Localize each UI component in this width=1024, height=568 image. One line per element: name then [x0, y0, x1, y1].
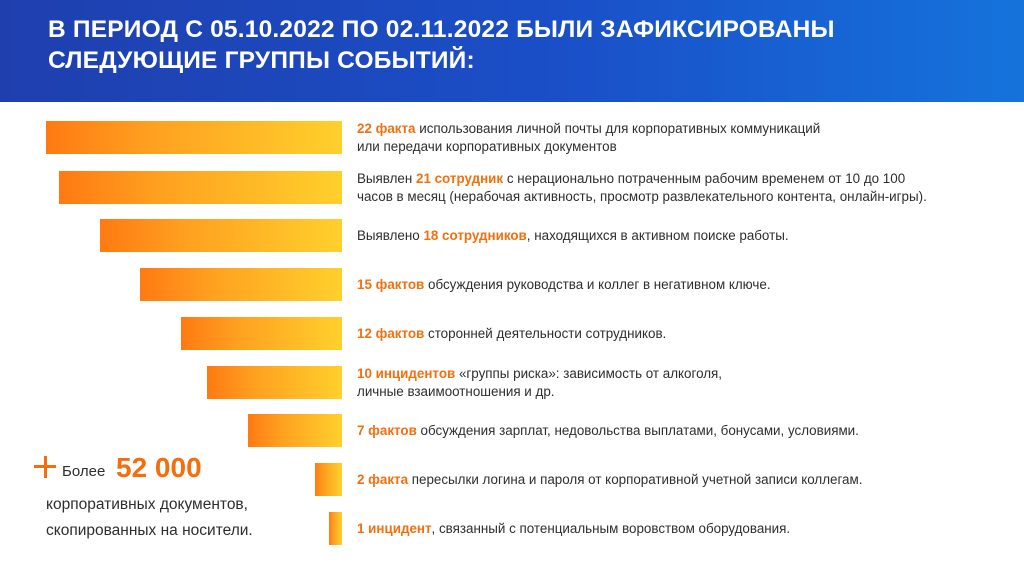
bar [329, 512, 342, 545]
note-text: корпоративных документов, скопированных … [46, 496, 253, 539]
bar-label-line-1: 22 факта использования личной почты для … [357, 120, 821, 136]
bar-label: 7 фактов обсуждения зарплат, недовольств… [357, 422, 1007, 440]
bar-label-highlight: 12 фактов [357, 325, 425, 341]
bar [207, 366, 342, 399]
bar [46, 121, 342, 154]
header-banner: В ПЕРИОД С 05.10.2022 ПО 02.11.2022 БЫЛИ… [0, 0, 1024, 102]
bar-label-line-2: или передачи корпоративных документов [357, 138, 617, 154]
page-title: В ПЕРИОД С 05.10.2022 ПО 02.11.2022 БЫЛИ… [48, 14, 988, 76]
bar-label-line-2: личные взаимоотношения и др. [357, 383, 555, 399]
page-title-line-1: В ПЕРИОД С 05.10.2022 ПО 02.11.2022 БЫЛИ… [48, 16, 835, 43]
bar-label: 1 инцидент, связанный с потенциальным во… [357, 520, 1007, 538]
bar-label-highlight: 18 сотрудников [423, 227, 527, 243]
bar-label-line-1: 1 инцидент, связанный с потенциальным во… [357, 520, 791, 536]
bar-label-highlight: 1 инцидент [357, 520, 432, 536]
bar [59, 171, 342, 204]
bar-label: Выявлено 18 сотрудников, находящихся в а… [357, 227, 1007, 245]
bar-label: 22 факта использования личной почты для … [357, 120, 1007, 156]
bar-label-line-1: 7 фактов обсуждения зарплат, недовольств… [357, 422, 859, 438]
plus-icon [34, 456, 56, 478]
bar-label-highlight: 7 фактов [357, 422, 417, 438]
bar-label-line-1: Выявлено 18 сотрудников, находящихся в а… [357, 227, 789, 243]
bar-label: 2 факта пересылки логина и пароля от кор… [357, 471, 1007, 489]
bar [181, 317, 342, 350]
page-title-line-2: СЛЕДУЮЩИЕ ГРУППЫ СОБЫТИЙ: [48, 47, 475, 74]
bar-label-line-1: Выявлен 21 сотрудник с нерационально пот… [357, 170, 906, 186]
bar-label-line-2: часов в месяц (нерабочая активность, про… [357, 188, 927, 204]
bar-label-highlight: 10 инцидентов [357, 365, 456, 381]
note-value: 52 000 [116, 452, 202, 483]
bar-label-highlight: 21 сотрудник [416, 170, 504, 186]
bar-label-highlight: 2 факта [357, 471, 409, 487]
bar-label-line-1: 15 фактов обсуждения руководства и колле… [357, 276, 771, 292]
bar-label-line-1: 10 инцидентов «группы риска»: зависимост… [357, 365, 723, 381]
bar-label: 10 инцидентов «группы риска»: зависимост… [357, 365, 1007, 401]
bar-label-line-1: 2 факта пересылки логина и пароля от кор… [357, 471, 863, 487]
plus-icon-vertical [43, 456, 47, 478]
bar-label-highlight: 15 фактов [357, 276, 425, 292]
note-prefix: Более [62, 463, 106, 480]
bar [140, 268, 342, 301]
bar-label: Выявлен 21 сотрудник с нерационально пот… [357, 170, 1007, 206]
bar-label: 15 фактов обсуждения руководства и колле… [357, 276, 1007, 294]
bar [100, 219, 342, 252]
bar-label-line-1: 12 фактов сторонней деятельности сотрудн… [357, 325, 667, 341]
bar [248, 414, 342, 447]
bar-label-highlight: 22 факта [357, 120, 416, 136]
bar [315, 463, 342, 496]
bar-label: 12 фактов сторонней деятельности сотрудн… [357, 325, 1007, 343]
